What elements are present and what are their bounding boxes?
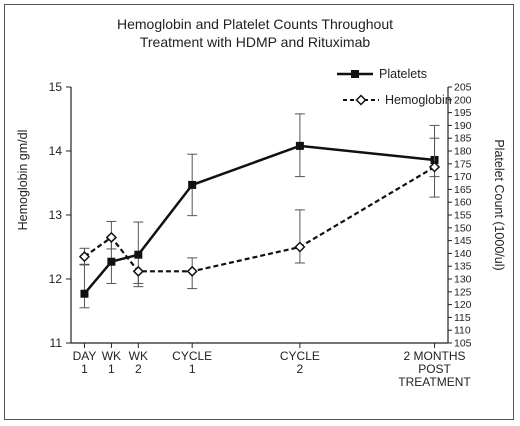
platelets-point: [80, 289, 89, 298]
y-left-tick-label: 14: [49, 144, 63, 158]
y-right-tick-label: 120: [454, 299, 472, 311]
series-group: [78, 113, 441, 309]
x-tick-label: 2 MONTHS: [404, 349, 466, 363]
chart-title-line-2: Treatment with HDMP and Rituximab: [140, 34, 371, 50]
y-right-tick-label: 150: [454, 222, 472, 234]
y-right-tick-label: 160: [454, 197, 472, 209]
platelets-series-line: [83, 144, 435, 295]
y-right-tick-label: 175: [454, 158, 472, 170]
x-tick-label: DAY: [73, 349, 97, 363]
y-right-tick-label: 165: [454, 184, 472, 196]
y-right-tick-label: 195: [454, 107, 472, 119]
x-tick-label: 1: [108, 362, 115, 376]
y-right-tick-label: 185: [454, 133, 472, 145]
x-tick-label: WK: [102, 349, 121, 363]
y-axis-right-label: Platelet Count (1000/ul): [492, 139, 506, 270]
chart-frame: Hemoglobin and Platelet Counts Throughou…: [4, 4, 514, 420]
y-right-tick-label: 170: [454, 171, 472, 183]
y-right-tick-label: 190: [454, 120, 472, 132]
platelets-point: [134, 250, 143, 259]
y-right-tick-label: 205: [454, 82, 472, 94]
y-right-tick-label: 140: [454, 248, 472, 260]
legend: Platelets Hemoglobin: [337, 67, 452, 107]
y-right-tick-label: 155: [454, 210, 472, 222]
y-right-tick-label: 105: [454, 338, 472, 350]
hemoglobin-series-line: [83, 166, 436, 273]
y-right-tick-label: 135: [454, 261, 472, 273]
y-right-tick-label: 110: [454, 325, 471, 337]
x-tick-label: 2: [297, 362, 304, 376]
legend-platelets-label: Platelets: [379, 67, 427, 81]
chart-svg: Hemoglobin and Platelet Counts Throughou…: [16, 16, 506, 389]
platelets-point: [295, 141, 304, 150]
x-tick-label: WK: [129, 349, 148, 363]
y-right-tick-label: 125: [454, 286, 472, 298]
x-tick-label: 1: [81, 362, 88, 376]
platelets-point: [107, 257, 116, 266]
hemoglobin-point: [186, 265, 198, 277]
y-right-tick-label: 130: [454, 274, 472, 286]
chart-title-line-1: Hemoglobin and Platelet Counts Throughou…: [117, 16, 393, 32]
x-tick-label: TREATMENT: [398, 375, 471, 389]
hemoglobin-point: [78, 251, 91, 263]
x-tick-label: 2: [135, 362, 142, 376]
hemoglobin-point: [428, 161, 441, 173]
y-right-tick-label: 200: [454, 94, 472, 106]
y-right-tick-label: 115: [454, 312, 471, 324]
y-left-tick-label: 13: [49, 208, 63, 222]
legend-platelets-marker: [351, 70, 359, 78]
axes-group: 1112131415105110115120125130135140145150…: [49, 80, 472, 389]
hemoglobin-point: [132, 265, 144, 277]
x-tick-label: CYCLE: [172, 349, 212, 363]
legend-hemoglobin-marker: [355, 94, 367, 106]
y-axis-left-label: Hemoglobin gm/dl: [16, 130, 30, 231]
legend-hemoglobin-label: Hemoglobin: [385, 93, 452, 107]
hemoglobin-point: [105, 231, 117, 243]
platelets-point: [188, 180, 197, 189]
x-tick-label: POST: [418, 362, 451, 376]
y-right-tick-label: 180: [454, 146, 472, 158]
hemoglobin-point: [294, 241, 306, 253]
y-left-tick-label: 11: [50, 336, 63, 350]
y-left-tick-label: 12: [49, 272, 63, 286]
y-right-tick-label: 145: [454, 235, 472, 247]
x-tick-label: 1: [189, 362, 196, 376]
x-tick-label: CYCLE: [280, 349, 320, 363]
y-left-tick-label: 15: [49, 80, 63, 94]
